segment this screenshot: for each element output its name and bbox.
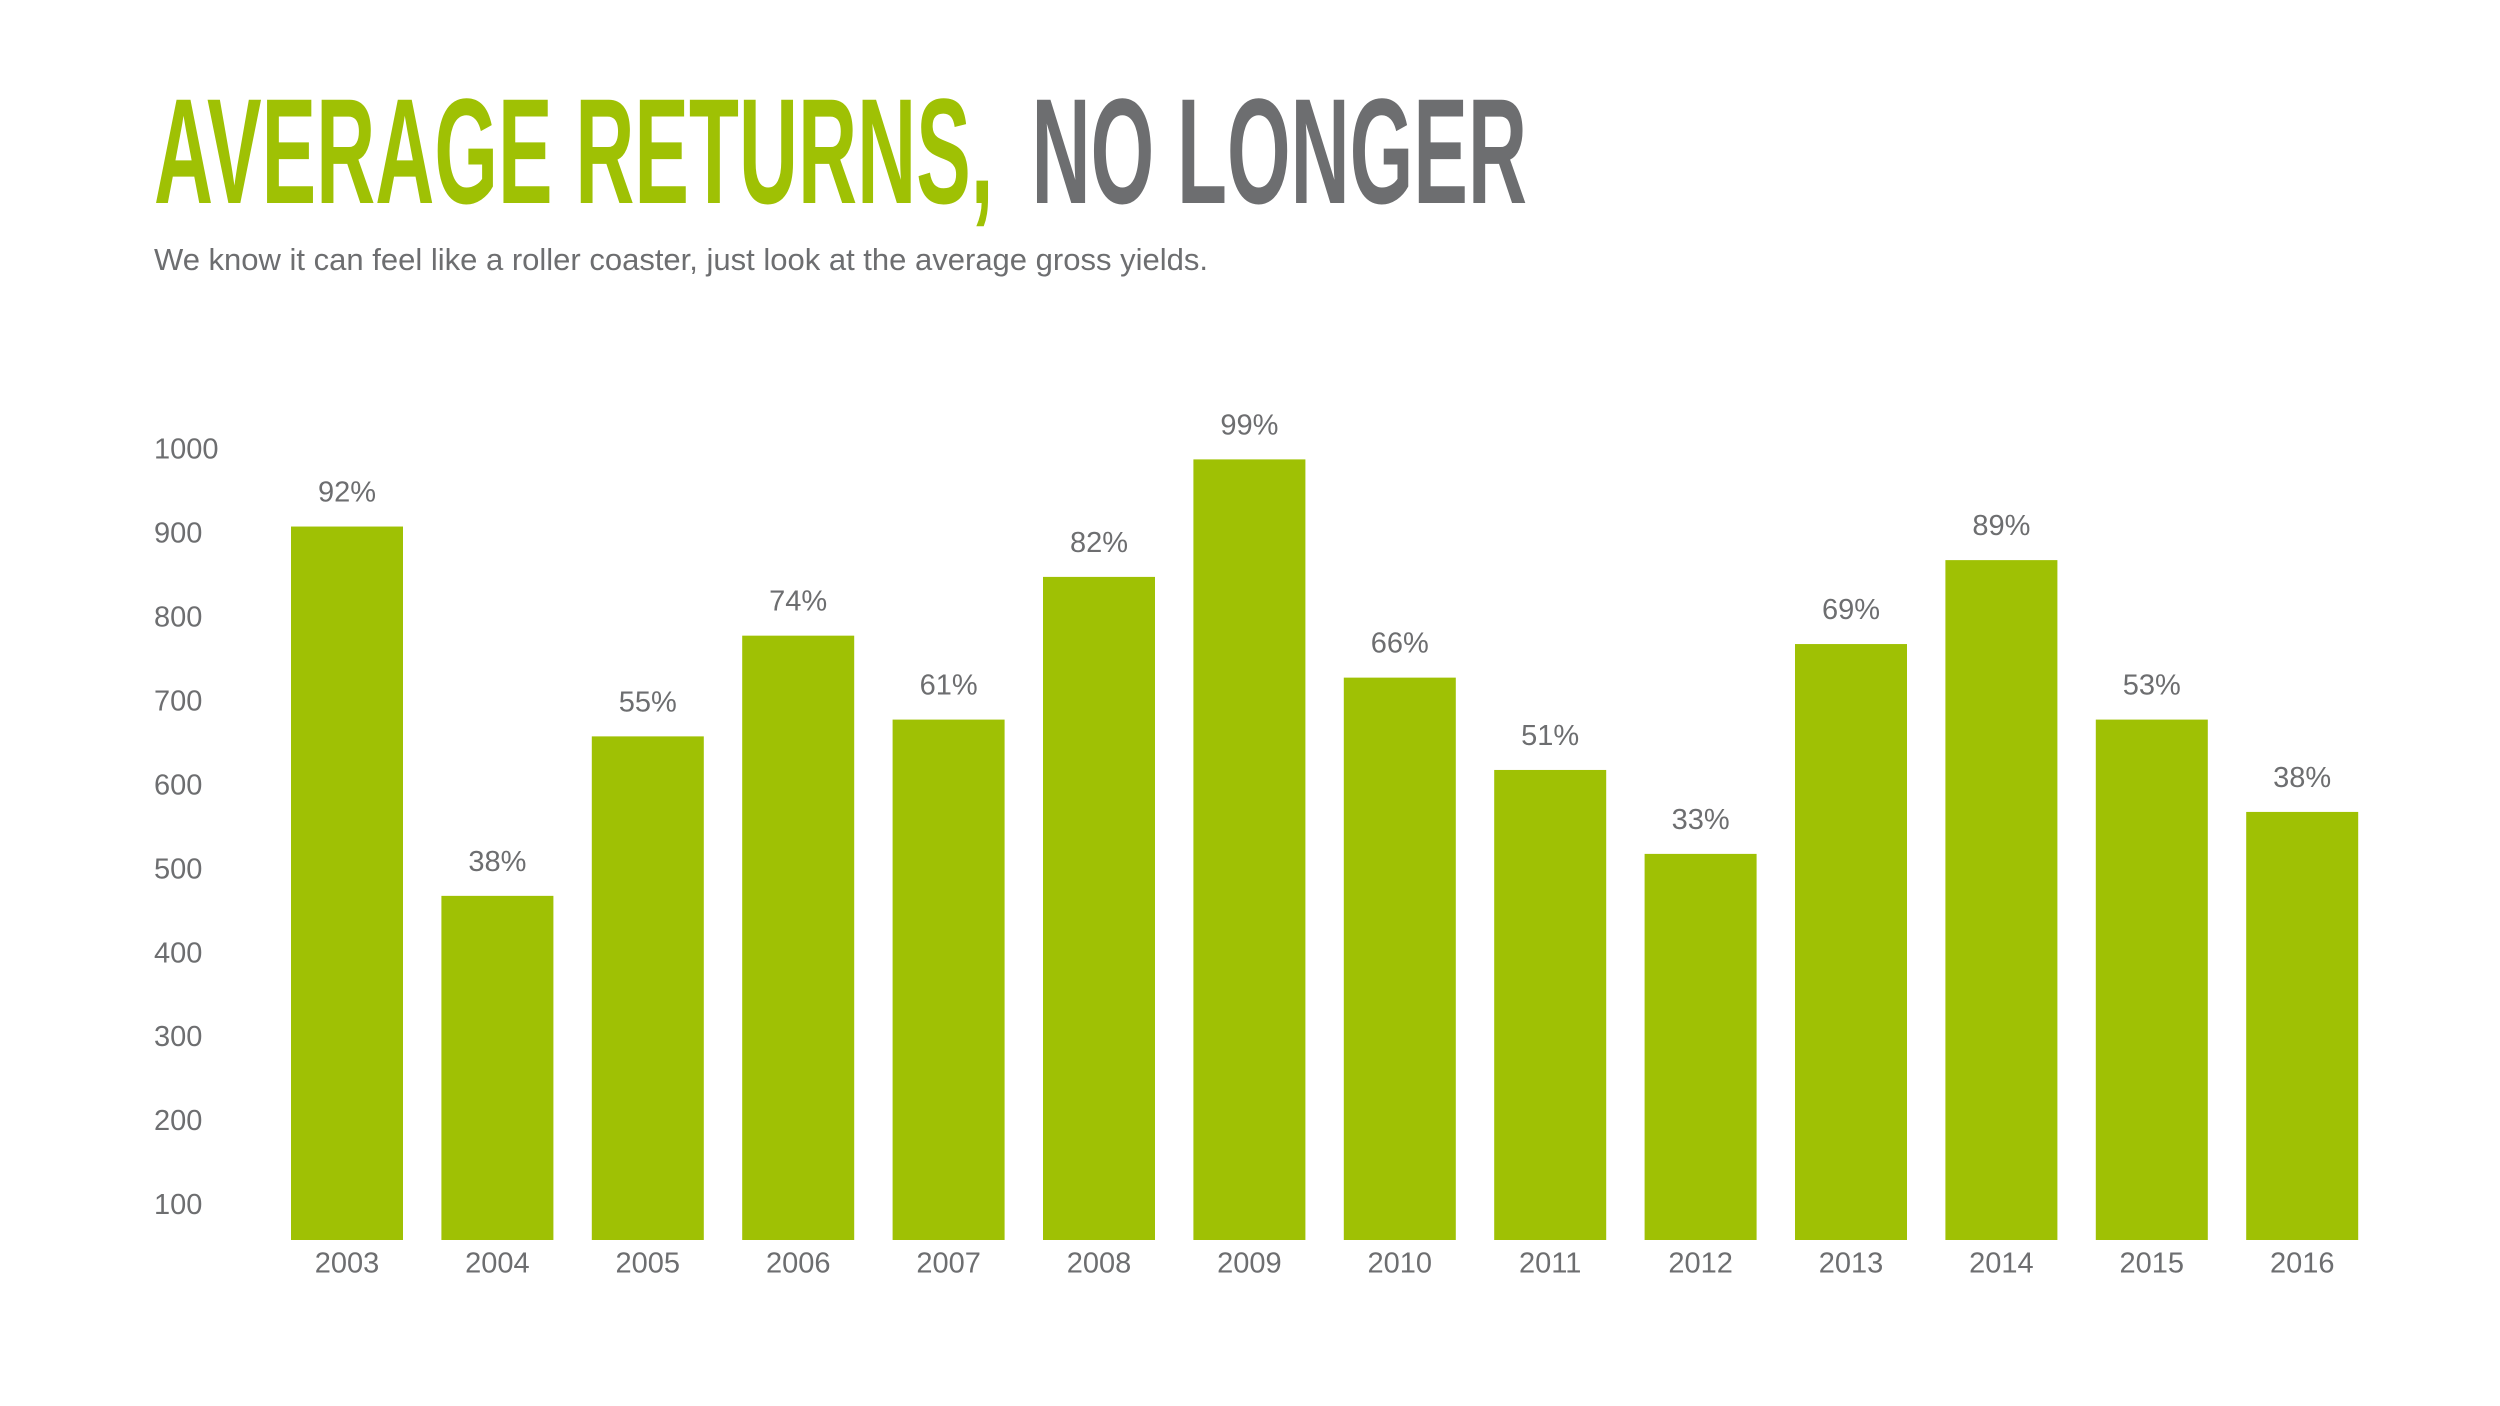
bar-annotation: 92%	[318, 477, 376, 509]
bar	[291, 526, 403, 1240]
bar-annotation: 33%	[1672, 804, 1730, 836]
x-tick-label: 2010	[1368, 1248, 1433, 1280]
bar-annotation: 89%	[1972, 510, 2030, 542]
x-tick-label: 2012	[1668, 1248, 1733, 1280]
bar	[2246, 811, 2359, 1240]
bar	[892, 719, 1005, 1240]
x-tick-label: 2008	[1067, 1248, 1132, 1280]
bar-annotation: 55%	[619, 686, 677, 718]
y-tick-label: 600	[154, 769, 202, 801]
chart-subtitle: We know it can feel like a roller coaste…	[154, 242, 1208, 277]
bar-annotation: 82%	[1070, 527, 1128, 559]
y-tick-label: 200	[154, 1105, 202, 1137]
bar-annotation: 66%	[1371, 628, 1429, 660]
bar-annotation: 61%	[920, 670, 978, 702]
y-tick-label: 700	[154, 685, 202, 717]
x-tick-label: 2015	[2120, 1248, 2185, 1280]
bar-annotation: 38%	[468, 846, 526, 878]
x-tick-label: 2006	[766, 1248, 831, 1280]
y-tick-label: 800	[154, 602, 202, 634]
chart-title: AVERAGE RETURNS, NO LONGER	[154, 67, 1527, 235]
bar	[1795, 644, 1907, 1240]
x-tick-label: 2013	[1819, 1248, 1884, 1280]
bar	[591, 736, 704, 1240]
bar-annotation: 51%	[1521, 720, 1579, 752]
bar	[1343, 677, 1456, 1240]
y-tick-label: 900	[154, 518, 202, 550]
x-tick-label: 2009	[1217, 1248, 1282, 1280]
x-tick-label: 2007	[916, 1248, 981, 1280]
bar	[1043, 576, 1155, 1240]
x-tick-label: 2016	[2270, 1248, 2335, 1280]
title-part: NO LONGER	[1032, 67, 1527, 235]
x-tick-label: 2004	[465, 1248, 530, 1280]
y-tick-label: 300	[154, 1021, 202, 1053]
y-tick-label: 1000	[154, 434, 219, 466]
y-tick-label: 400	[154, 937, 202, 969]
bar	[1494, 769, 1607, 1240]
bar-annotation: 38%	[2273, 762, 2331, 794]
bar	[1644, 853, 1757, 1240]
x-tick-label: 2005	[616, 1248, 681, 1280]
bar	[1945, 560, 2058, 1240]
bar-annotation: 74%	[769, 586, 827, 618]
bar-annotation: 99%	[1220, 409, 1278, 441]
y-tick-label: 100	[154, 1189, 202, 1221]
bar	[2095, 719, 2208, 1240]
x-tick-label: 2014	[1969, 1248, 2034, 1280]
bar-annotation: 53%	[2123, 670, 2181, 702]
x-tick-label: 2003	[315, 1248, 380, 1280]
title-part: AVERAGE RETURNS,	[154, 67, 994, 235]
y-tick-label: 500	[154, 853, 202, 885]
bar	[441, 895, 554, 1240]
bar	[742, 635, 855, 1240]
bar	[1193, 459, 1306, 1240]
x-tick-label: 2011	[1519, 1248, 1581, 1280]
bar-annotation: 69%	[1822, 594, 1880, 626]
